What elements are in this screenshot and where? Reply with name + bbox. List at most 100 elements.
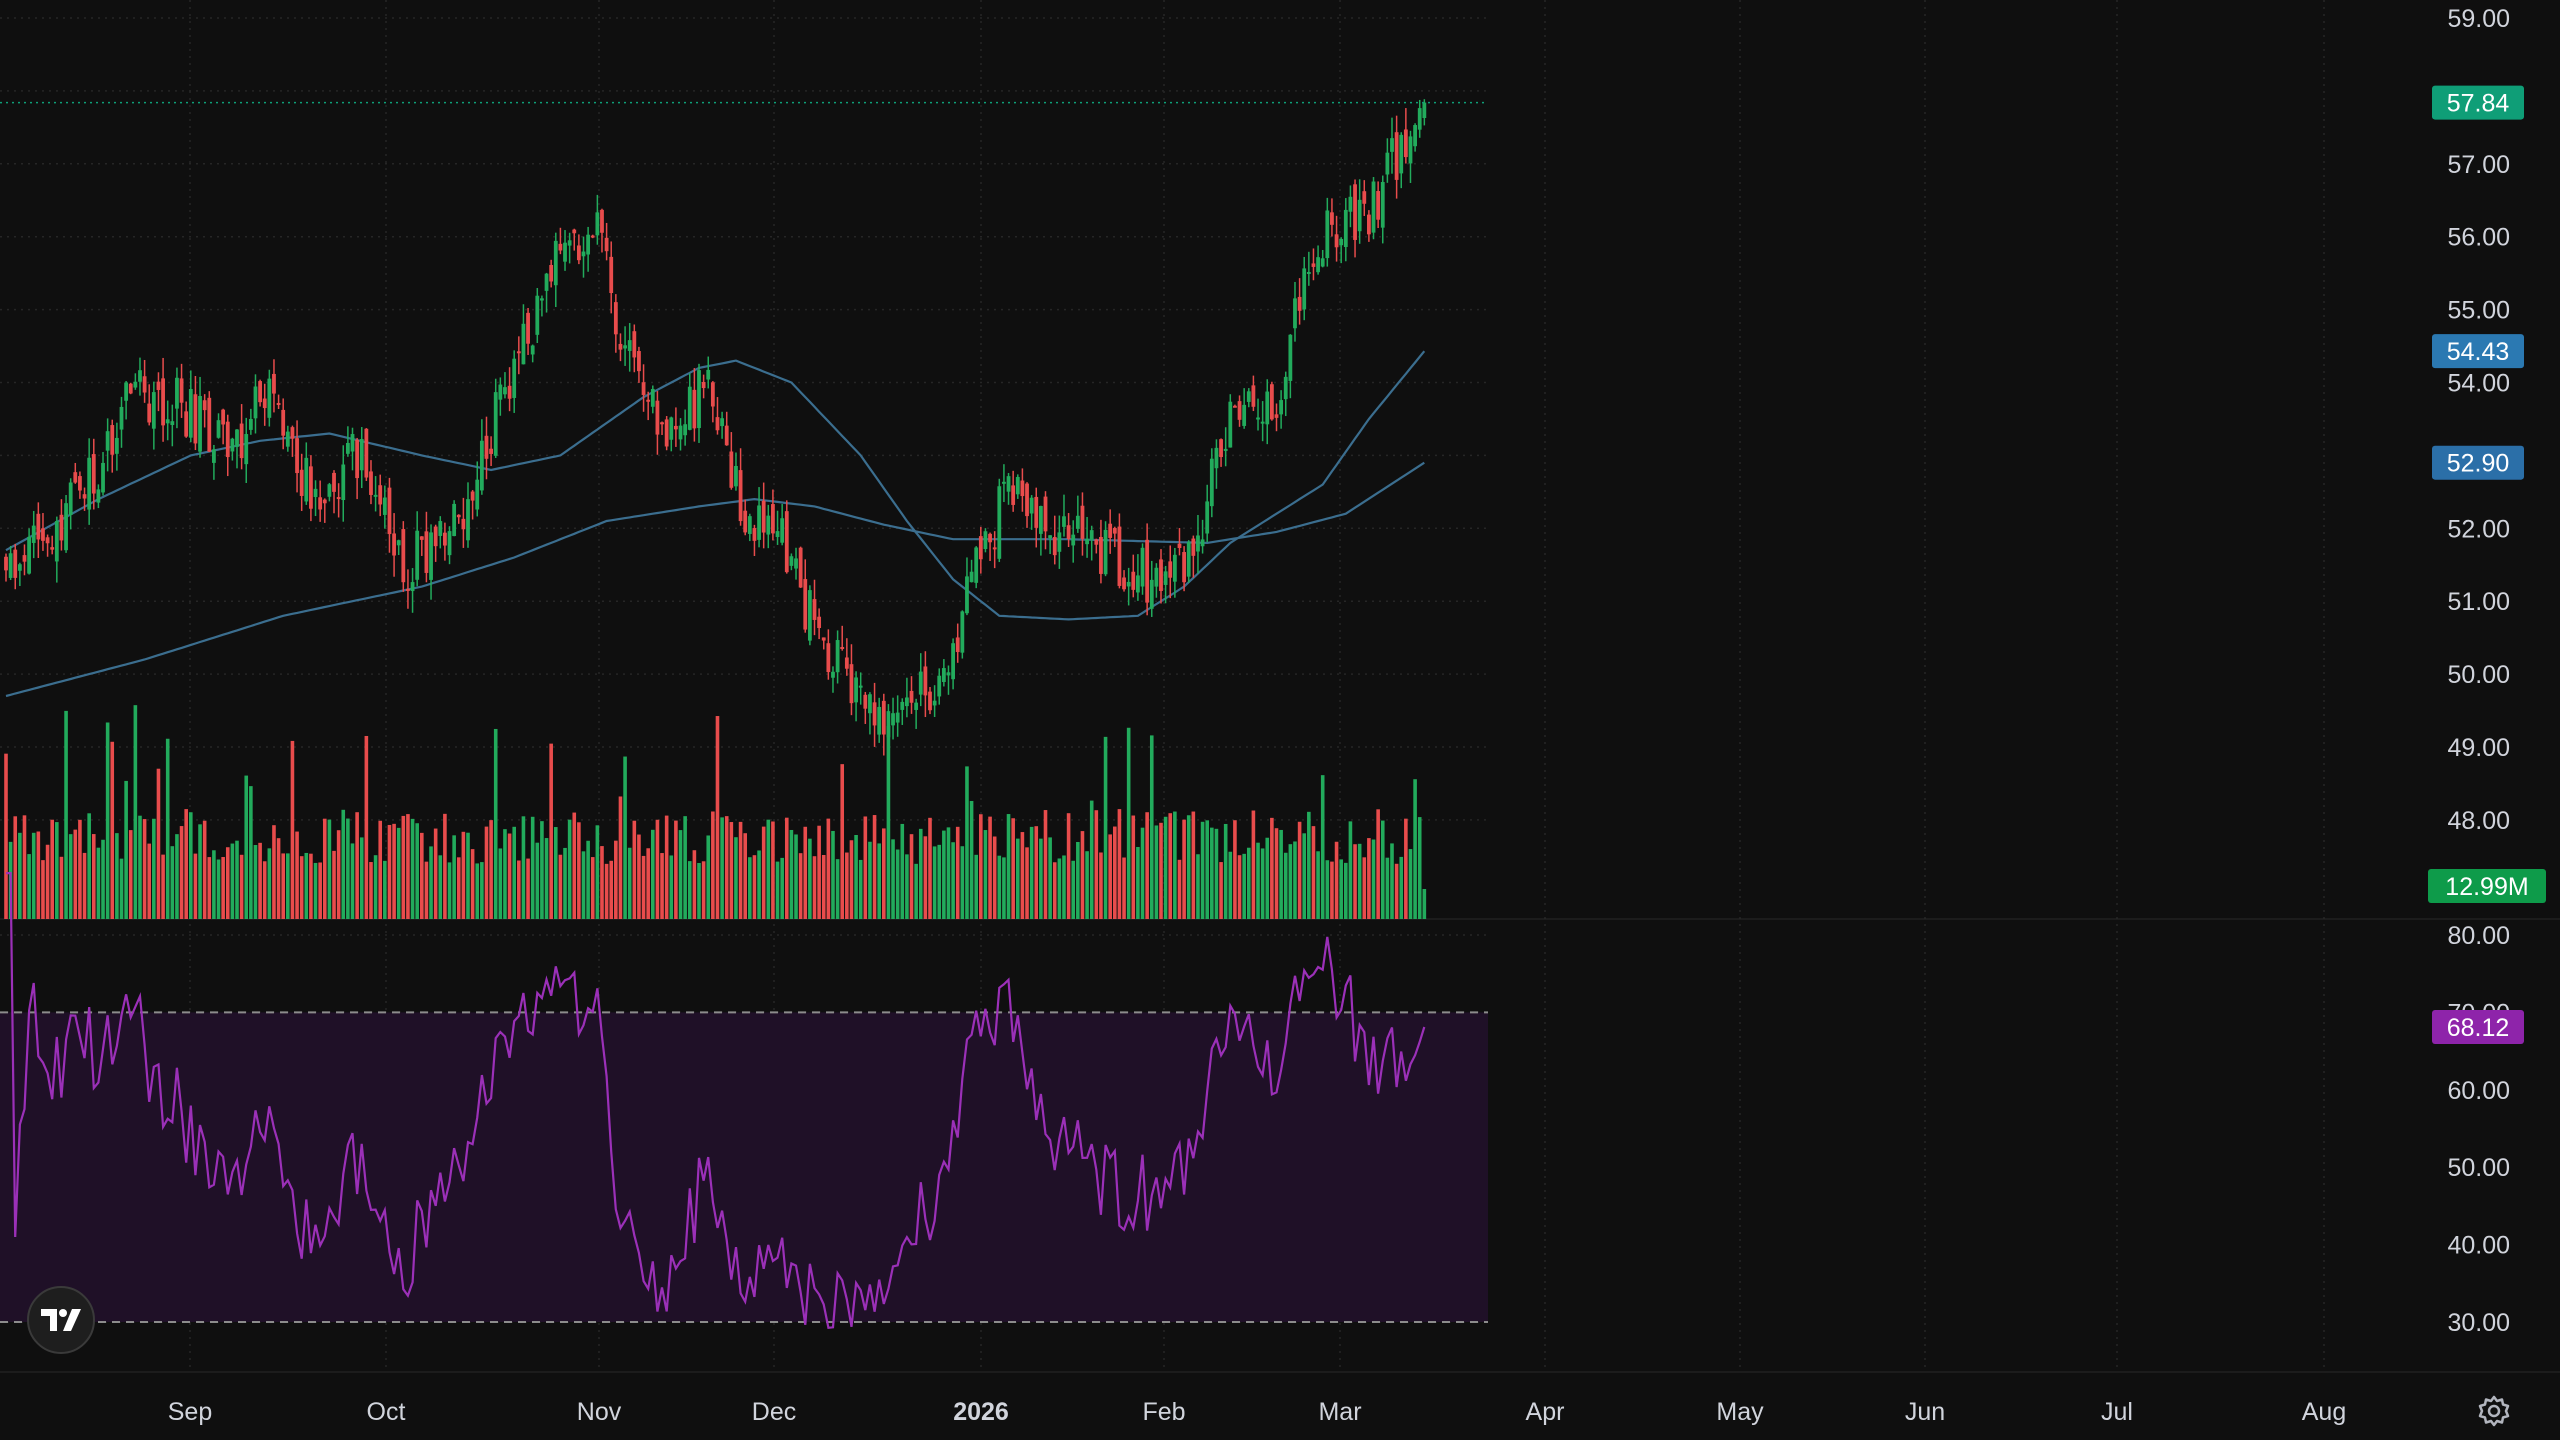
volume-bar	[142, 819, 147, 919]
volume-bar	[1330, 861, 1334, 919]
price-tick-label: 56.00	[2447, 224, 2510, 252]
tradingview-logo[interactable]	[27, 1286, 95, 1354]
volume-bar	[1034, 826, 1039, 919]
volume-bar	[932, 846, 937, 919]
volume-badge-text: 12.99M	[2445, 873, 2528, 901]
candle-body	[1376, 191, 1381, 220]
rsi-badge: 68.12	[2432, 1009, 2524, 1044]
candle-body	[1062, 516, 1066, 527]
volume-bar	[909, 834, 914, 919]
ma-short-badge: 54.43	[2432, 334, 2524, 369]
candle-body	[138, 370, 142, 382]
time-axis-label: Oct	[367, 1398, 406, 1426]
candle-body	[1371, 181, 1376, 233]
volume-bar	[992, 836, 997, 919]
volume-bar	[530, 816, 535, 919]
candle-body	[31, 525, 36, 543]
volume-bar	[637, 834, 641, 919]
candle-body	[1057, 532, 1062, 552]
volume-bar	[13, 816, 18, 919]
ma-long-badge-bg	[2432, 445, 2524, 480]
volume-bar	[262, 861, 267, 919]
volume-bar	[1223, 823, 1228, 919]
candle-body	[914, 702, 919, 710]
candle-body	[877, 706, 882, 735]
candle-body	[91, 454, 96, 494]
rsi-tick-label: 60.00	[2447, 1077, 2510, 1105]
volume-bar	[1168, 813, 1173, 919]
volume-bar	[1145, 812, 1149, 919]
candle-body	[1117, 526, 1122, 586]
candle-body	[1163, 571, 1168, 585]
volume-bar	[835, 859, 840, 919]
candle-body	[780, 518, 785, 543]
rsi-tick-label: 30.00	[2447, 1309, 2510, 1337]
candle-body	[650, 388, 655, 407]
rsi-tick-label: 40.00	[2447, 1232, 2510, 1260]
candle-body	[535, 295, 540, 335]
candle-body	[835, 640, 840, 673]
volume-bar	[1177, 859, 1182, 919]
candle-body	[433, 526, 438, 547]
volume-bar	[267, 848, 272, 919]
candle-body	[452, 503, 457, 537]
candle-body	[826, 643, 831, 673]
volume-bar	[997, 855, 1002, 919]
time-axis-label: Mar	[1318, 1398, 1361, 1426]
volume-bar	[355, 812, 359, 919]
volume-bar	[31, 832, 36, 919]
candle-body	[1112, 528, 1117, 534]
volume-bar	[1376, 809, 1380, 919]
volume-bar	[526, 858, 530, 919]
volume-bar	[581, 851, 586, 919]
candle-body	[743, 510, 748, 533]
price-axis[interactable]: 59.0057.0056.0055.0054.0053.0052.0051.00…	[2447, 5, 2510, 835]
volume-bar	[886, 711, 891, 919]
candle-body	[734, 465, 738, 487]
candle-body	[637, 351, 641, 372]
volume-bar	[1256, 842, 1260, 919]
volume-bar	[1136, 846, 1140, 919]
volume-bar	[1126, 727, 1131, 919]
time-axis-label: Jun	[1905, 1398, 1945, 1426]
candle-body	[627, 340, 632, 351]
volume-bar	[743, 833, 747, 919]
candle-body	[281, 409, 286, 436]
candle-body	[396, 540, 401, 546]
candle-body	[410, 582, 415, 592]
price-tick-label: 55.00	[2447, 297, 2510, 325]
volume-bar	[1002, 857, 1006, 919]
time-axis[interactable]: Sep Oct Nov Dec 2026 Feb Mar Apr May Jun Jul Aug	[168, 1398, 2346, 1426]
time-axis-label: Feb	[1142, 1398, 1185, 1426]
volume-bar	[780, 857, 784, 919]
candle-body	[1099, 536, 1103, 574]
price-tick-label: 59.00	[2447, 5, 2510, 33]
volume-bar	[392, 823, 396, 919]
candle-body	[1172, 554, 1177, 582]
volume-bar	[253, 845, 258, 919]
candle-body	[692, 389, 697, 429]
candle-body	[193, 394, 198, 444]
settings-gear-icon[interactable]	[2476, 1393, 2512, 1429]
candle-body	[905, 697, 909, 707]
candle-body	[1288, 334, 1293, 381]
volume-bar	[646, 848, 650, 919]
candle-body	[669, 417, 674, 440]
volume-bar	[401, 815, 406, 919]
volume-bar	[1131, 815, 1136, 919]
volume-bar	[604, 863, 609, 919]
candle-body	[1256, 417, 1260, 420]
volume-bar	[697, 863, 701, 919]
volume-bar	[212, 850, 216, 919]
volume-bar	[1302, 833, 1307, 919]
candlesticks[interactable]	[4, 99, 1427, 759]
volume-bar	[692, 850, 697, 919]
candle-body	[50, 547, 55, 550]
candle-body	[674, 425, 678, 430]
candle-body	[1131, 571, 1136, 590]
volume-bar	[803, 826, 808, 919]
candle-body	[1394, 132, 1399, 180]
candle-body	[1422, 102, 1427, 119]
candle-body	[1293, 298, 1297, 329]
